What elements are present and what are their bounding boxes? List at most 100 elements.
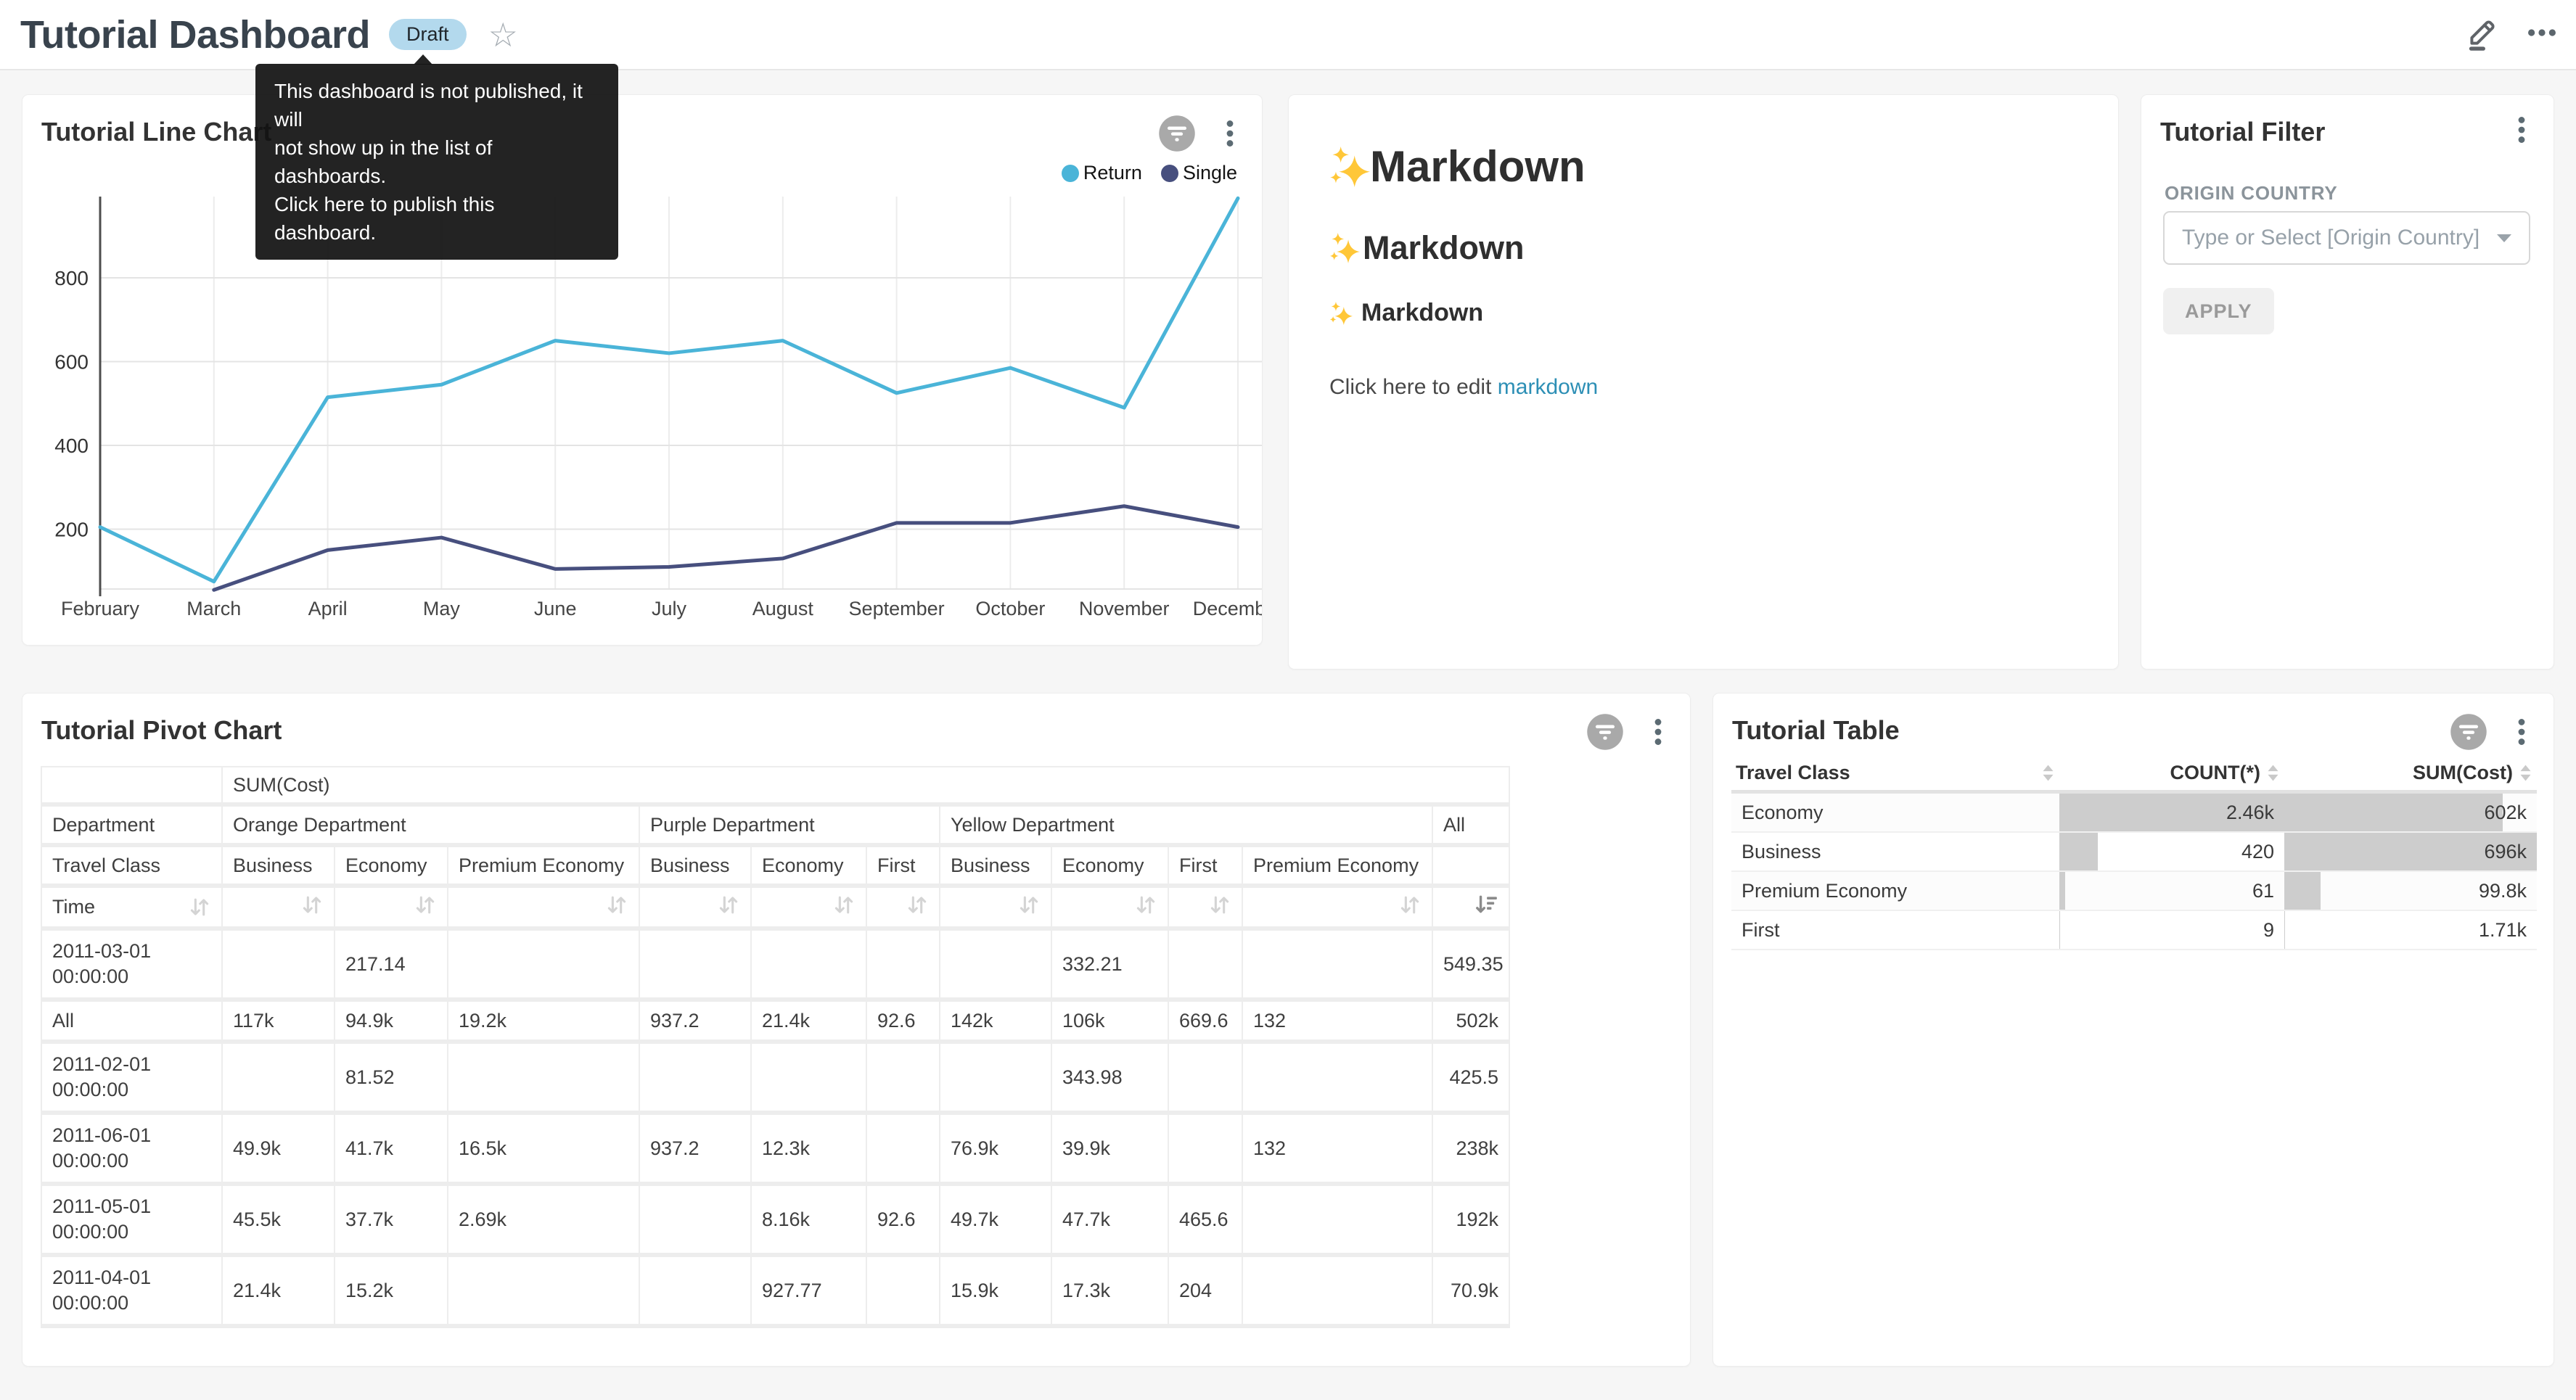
pivot-row-header: 2011-02-0100:00:00 (41, 1044, 223, 1115)
pivot-cell: 142k (940, 1002, 1052, 1044)
draft-badge[interactable]: Draft (389, 19, 467, 50)
pivot-cell: 15.9k (940, 1257, 1052, 1328)
pivot-cell (867, 1115, 940, 1186)
pivot-sort-cell (1433, 888, 1510, 931)
pivot-class-label: Travel Class (41, 847, 223, 888)
pivot-sort-cell (223, 888, 335, 931)
data-table: Travel ClassCOUNT(*)SUM(Cost)Economy2.46… (1731, 756, 2537, 950)
pivot-sort-cell (752, 888, 867, 931)
cell-bar (2059, 872, 2065, 910)
filter-indicator-icon[interactable] (1586, 712, 1625, 755)
pivot-cell: 343.98 (1052, 1044, 1169, 1115)
sort-carets-icon[interactable] (2519, 764, 2532, 782)
pivot-cell: 8.16k (752, 1186, 867, 1257)
pivot-cell: 19.2k (448, 1002, 640, 1044)
kebab-menu-icon[interactable] (2506, 716, 2538, 752)
pivot-cell (1169, 1115, 1243, 1186)
sort-icon[interactable] (300, 893, 324, 917)
pivot-cell: 132 (1243, 1115, 1433, 1186)
pivot-cell (752, 931, 867, 1002)
pivot-cell (1243, 1257, 1433, 1328)
table-cell: 2.46k (2059, 794, 2284, 833)
svg-text:October: October (975, 598, 1045, 619)
pivot-cell (867, 1044, 940, 1115)
table-cell: 1.71k (2284, 911, 2537, 950)
sort-icon[interactable] (832, 893, 856, 917)
table-cell: 61 (2059, 872, 2284, 911)
apply-button[interactable]: APPLY (2163, 288, 2274, 334)
table-col-header[interactable]: COUNT(*) (2059, 756, 2284, 794)
pivot-col-header: Business (640, 847, 752, 888)
sort-desc-icon[interactable] (1474, 892, 1498, 917)
legend-item-single[interactable]: Single (1161, 162, 1237, 184)
pivot-cell: 425.5 (1433, 1044, 1510, 1115)
cell-bar (2284, 911, 2285, 949)
sort-icon[interactable] (1133, 893, 1157, 917)
svg-text:May: May (423, 598, 461, 619)
svg-text:June: June (534, 598, 577, 619)
sort-icon[interactable] (1398, 893, 1422, 917)
pivot-cell: 502k (1433, 1002, 1510, 1044)
pivot-cell: 21.4k (223, 1257, 335, 1328)
pivot-cell: 81.52 (335, 1044, 448, 1115)
pivot-row: 2011-03-0100:00:00217.14332.21549.35 (41, 931, 1510, 1002)
svg-text:800: 800 (54, 267, 89, 289)
ellipsis-menu-icon[interactable] (2525, 16, 2559, 53)
filter-indicator-icon[interactable] (2449, 712, 2488, 755)
svg-text:November: November (1079, 598, 1170, 619)
pivot-sort-cell (1052, 888, 1169, 931)
pivot-cell: 217.14 (335, 931, 448, 1002)
pivot-cell: 12.3k (752, 1115, 867, 1186)
pivot-cell (640, 931, 752, 1002)
pivot-cell (940, 931, 1052, 1002)
pivot-cell (223, 931, 335, 1002)
pivot-cell: 41.7k (335, 1115, 448, 1186)
table-col-header[interactable]: SUM(Cost) (2284, 756, 2537, 794)
pivot-col-header: Premium Economy (1243, 847, 1433, 888)
pivot-sort-cell (867, 888, 940, 931)
sort-carets-icon[interactable] (2266, 764, 2280, 782)
chart-legend: Return Single (1062, 162, 1237, 184)
pivot-row-header: 2011-06-0100:00:00 (41, 1115, 223, 1186)
pivot-cell: 204 (1169, 1257, 1243, 1328)
sort-icon[interactable] (905, 893, 929, 917)
pivot-cell: 92.6 (867, 1002, 940, 1044)
table-col-header[interactable]: Travel Class (1731, 756, 2059, 794)
pivot-col-header: Economy (335, 847, 448, 888)
sort-icon[interactable] (1017, 893, 1041, 917)
sparkles-icon (1329, 302, 1353, 325)
pivot-cell: 465.6 (1169, 1186, 1243, 1257)
pivot-cell: 49.7k (940, 1186, 1052, 1257)
pivot-cell (448, 1044, 640, 1115)
pivot-sort-cell (1243, 888, 1433, 931)
pivot-cell: 132 (1243, 1002, 1433, 1044)
pivot-cell (448, 1257, 640, 1328)
pivot-sort-cell (448, 888, 640, 931)
edit-pencil-icon[interactable] (2464, 15, 2501, 54)
table-cell: Business (1731, 833, 2059, 872)
kebab-menu-icon[interactable] (2506, 114, 2538, 149)
sort-icon[interactable] (1207, 893, 1231, 917)
card-line-chart: Tutorial Line Chart Return (22, 94, 1263, 646)
sort-icon[interactable] (604, 893, 628, 917)
pivot-cell: 37.7k (335, 1186, 448, 1257)
favorite-star-icon[interactable]: ☆ (488, 18, 518, 52)
pivot-cell (1243, 931, 1433, 1002)
table-row: Premium Economy6199.8k (1731, 872, 2537, 911)
sort-icon[interactable] (716, 893, 740, 917)
pivot-col-header: Business (940, 847, 1052, 888)
legend-item-return[interactable]: Return (1062, 162, 1142, 184)
table-row: Business420696k (1731, 833, 2537, 872)
markdown-link[interactable]: markdown (1498, 375, 1598, 399)
kebab-menu-icon[interactable] (1642, 716, 1674, 752)
sort-icon[interactable] (413, 893, 437, 917)
pivot-row: 2011-05-0100:00:0045.5k37.7k2.69k8.16k92… (41, 1186, 1510, 1257)
pivot-col-group: Orange Department (223, 807, 640, 847)
sort-icon[interactable] (187, 895, 211, 919)
sort-carets-icon[interactable] (2041, 764, 2055, 782)
sparkles-icon (1329, 147, 1370, 187)
pivot-sort-cell (940, 888, 1052, 931)
dashboard-header: Tutorial Dashboard Draft ☆ (0, 0, 2576, 70)
dashboard-title: Tutorial Dashboard (20, 12, 370, 57)
origin-country-select[interactable]: Type or Select [Origin Country] (2163, 211, 2530, 265)
